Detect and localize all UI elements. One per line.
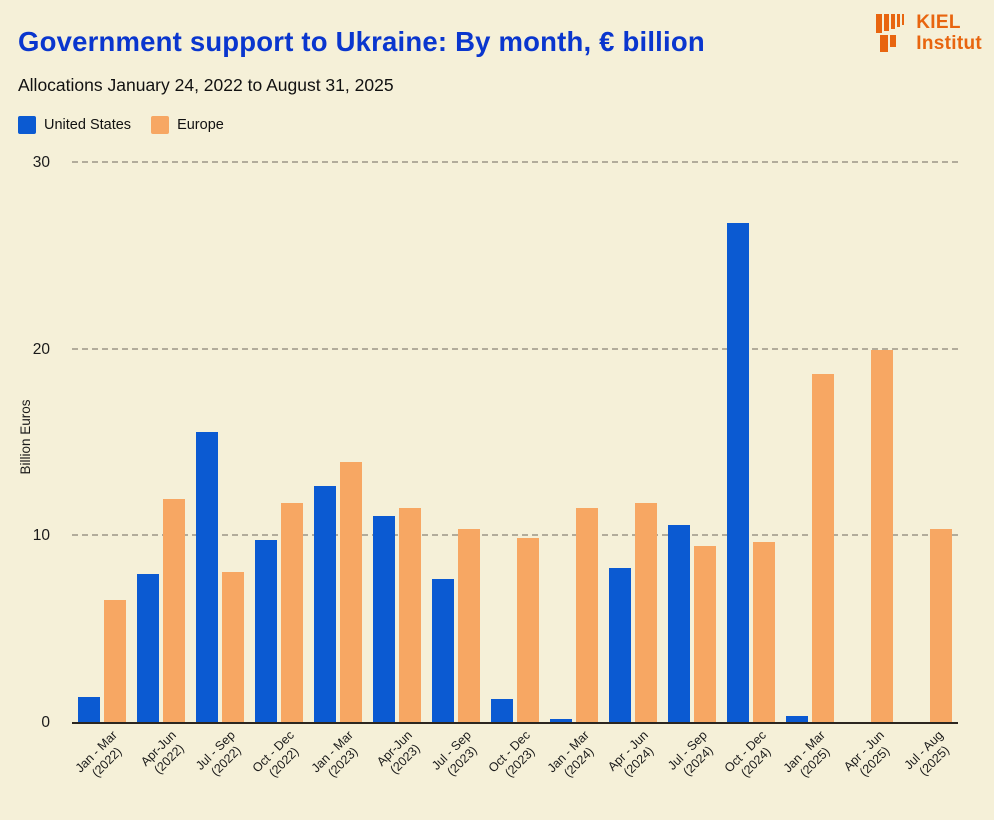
x-tick-label: Jan - Mar (2023) (308, 728, 361, 780)
logo-wordmark: KIEL Institut (916, 12, 982, 54)
bar-europe-Apr-Jun-2024- (635, 502, 658, 723)
bar-europe-Jan-Mar-2022- (103, 599, 126, 723)
legend-label: United States (44, 117, 132, 133)
bar-united-states-Oct-Dec-2024- (727, 222, 750, 723)
bar-united-states-Oct-Dec-2023- (491, 698, 513, 723)
legend-item-europe: Europe (151, 116, 224, 134)
bar-europe-Oct-Dec-2022- (280, 502, 303, 723)
x-tick-label: Jan - Mar (2024) (544, 728, 597, 780)
bar-europe-Oct-Dec-2023- (517, 538, 539, 723)
bar-europe-Jul-Sep-2023- (457, 528, 480, 723)
bar-united-states-Oct-Dec-2022- (254, 540, 277, 723)
bar-united-states-Jan-Mar-2024- (550, 719, 573, 723)
chart-title: Government support to Ukraine: By month,… (18, 26, 705, 57)
bar-united-states-Apr-Jun-2024- (609, 568, 632, 723)
x-tick-label: Jan - Mar (2022) (72, 728, 124, 780)
bar-united-states-Apr-Jun-2023- (372, 515, 395, 723)
gridline-30 (72, 161, 958, 164)
bar-united-states-Jan-Mar-2022- (77, 696, 100, 723)
bar-united-states-Jan-Mar-2023- (313, 485, 336, 723)
x-tick-label: Oct - Dec (2023) (485, 728, 538, 780)
bar-europe-Apr-Jun-2023- (398, 508, 421, 723)
bar-united-states-Jul-Sep-2023- (431, 579, 454, 723)
y-tick-label-0: 0 (41, 714, 50, 731)
x-tick-label: Apr - Jun (2024) (605, 728, 657, 780)
kiel-institut-logo: KIEL Institut (876, 12, 982, 58)
y-tick-label-20: 20 (32, 340, 50, 358)
x-axis-line (72, 722, 958, 724)
legend-swatch (18, 116, 36, 134)
legend-swatch (151, 116, 170, 134)
x-tick-label: Jul - Aug (2025) (902, 728, 953, 779)
bar-united-states-Jan-Mar-2025- (786, 715, 809, 723)
bar-europe-Apr-Jun-2025- (871, 349, 894, 723)
bar-chart-plot-area: 0 10 20 30 Jan - Mar (2022) Apr-Jun (2022) Jul… (33, 150, 958, 780)
x-tick-label: Jul - Sep (2022) (192, 728, 244, 779)
x-tick-label: Apr-Jun (2023) (373, 728, 423, 777)
bar-united-states-Jul-Sep-2024- (668, 525, 691, 723)
bar-europe-Oct-Dec-2024- (753, 541, 776, 723)
legend: United States Europe (18, 116, 224, 134)
gridline-10 (72, 534, 958, 537)
x-tick-label: Apr - Jun (2025) (841, 728, 893, 780)
x-tick-label: Apr-Jun (2022) (137, 728, 187, 777)
bar-europe-Jan-Mar-2024- (576, 508, 599, 723)
kiel-logo-bars-icon (876, 14, 905, 52)
x-tick-label: Jan - Mar (2025) (780, 728, 833, 780)
logo-line2: Institut (916, 33, 982, 54)
bar-united-states-Apr-Jun-2022- (136, 573, 159, 723)
legend-item-united-states: United States (18, 116, 131, 134)
chart-subtitle: Allocations January 24, 2022 to August 3… (18, 75, 394, 95)
x-tick-label: Jul - Sep (2023) (429, 728, 480, 779)
bar-europe-Jan-Mar-2025- (812, 373, 835, 723)
gridline-20 (72, 347, 958, 350)
x-tick-label: Jul - Sep (2024) (665, 728, 716, 779)
bar-united-states-Jul-Sep-2022- (195, 431, 218, 723)
bar-europe-Jul-Sep-2024- (694, 545, 717, 723)
x-tick-label: Oct - Dec (2024) (721, 728, 774, 780)
y-tick-label-10: 10 (32, 527, 50, 545)
legend-label: Europe (177, 117, 224, 133)
x-tick-label: Oct - Dec (2022) (249, 728, 302, 780)
y-tick-label-30: 30 (32, 154, 50, 172)
y-axis-label: Billion Euros (18, 399, 33, 475)
bar-europe-Apr-Jun-2022- (162, 499, 185, 723)
logo-line1: KIEL (916, 12, 961, 33)
bar-europe-Jul-Aug-2025- (930, 528, 953, 723)
bar-europe-Jan-Mar-2023- (339, 461, 362, 723)
bar-europe-Jul-Sep-2022- (221, 571, 244, 723)
